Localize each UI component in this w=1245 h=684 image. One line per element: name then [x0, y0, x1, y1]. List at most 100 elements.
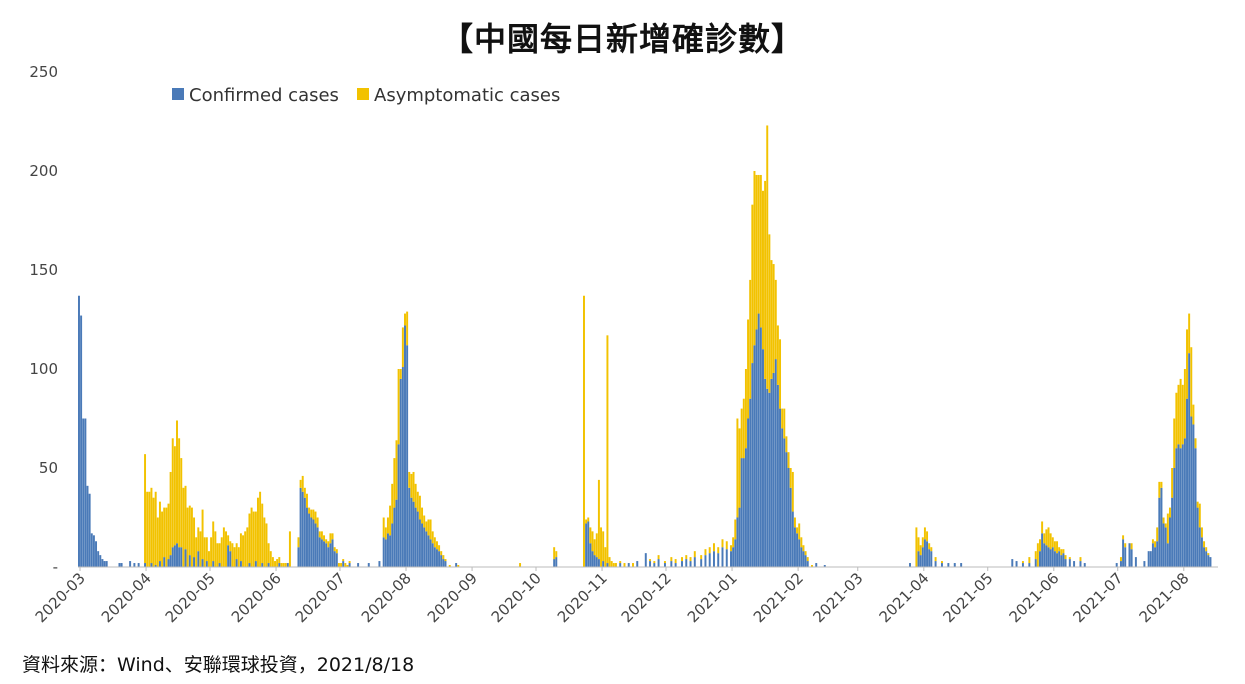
- bar-asymptomatic: [344, 563, 347, 567]
- y-tick-label: 250: [29, 63, 58, 81]
- bar-asymptomatic: [1041, 521, 1044, 534]
- bar-confirmed: [425, 531, 428, 567]
- bar-confirmed: [129, 561, 132, 567]
- bar-confirmed: [120, 563, 123, 567]
- bar-confirmed: [747, 418, 750, 567]
- bar-confirmed: [953, 563, 956, 567]
- x-tick-label: 2020-07: [292, 569, 349, 626]
- bar-confirmed: [909, 563, 911, 567]
- bar-asymptomatic: [1058, 547, 1061, 552]
- bar-confirmed: [323, 541, 326, 567]
- bar-confirmed: [789, 487, 792, 567]
- bar-confirmed: [184, 549, 187, 567]
- bar-asymptomatic: [152, 497, 155, 567]
- bar-confirmed: [1158, 497, 1161, 567]
- bar-asymptomatic: [1039, 539, 1041, 552]
- bar-asymptomatic: [744, 369, 747, 449]
- y-tick-label: 150: [29, 261, 58, 279]
- bar-confirmed: [427, 535, 430, 567]
- bar-confirmed: [919, 555, 922, 567]
- bar-asymptomatic: [169, 471, 172, 556]
- bar-asymptomatic: [721, 539, 724, 548]
- bar-asymptomatic: [433, 537, 436, 548]
- bar-confirmed: [940, 563, 943, 567]
- bar-asymptomatic: [1028, 557, 1031, 564]
- legend: Confirmed cases Asymptomatic cases: [172, 85, 560, 106]
- bar-asymptomatic: [269, 551, 272, 567]
- bar-confirmed: [1143, 561, 1146, 567]
- bar-confirmed: [171, 547, 174, 567]
- bar-confirmed: [1203, 547, 1206, 567]
- bar-confirmed: [158, 561, 161, 567]
- x-tick-label: 2020-04: [98, 569, 155, 626]
- bar-asymptomatic: [1124, 543, 1127, 548]
- bar-confirmed: [239, 561, 242, 567]
- bar-confirmed: [169, 555, 172, 567]
- bar-asymptomatic: [1200, 527, 1203, 538]
- bar-asymptomatic: [725, 541, 728, 550]
- bar-asymptomatic: [186, 507, 189, 567]
- bar-confirmed: [1119, 561, 1122, 567]
- bar-confirmed: [725, 549, 728, 567]
- bar-asymptomatic: [457, 565, 460, 567]
- bar-confirmed: [1134, 557, 1137, 567]
- bar-confirmed: [318, 537, 321, 567]
- bar-asymptomatic: [397, 369, 400, 445]
- bar-confirmed: [342, 561, 345, 567]
- bar-confirmed: [674, 563, 677, 567]
- bar-confirmed: [923, 539, 926, 567]
- bar-asymptomatic: [1053, 541, 1056, 552]
- bar-asymptomatic: [734, 519, 737, 540]
- bar-asymptomatic: [800, 537, 803, 548]
- bar-asymptomatic: [751, 204, 754, 364]
- x-tick-label: 2021-03: [810, 569, 867, 626]
- bar-asymptomatic: [421, 507, 424, 524]
- source-note: 資料來源：Wind、安聯環球投資，2021/8/18: [22, 654, 415, 676]
- bar-confirmed: [960, 563, 963, 567]
- bar-confirmed: [1128, 543, 1131, 567]
- bar-confirmed: [597, 559, 600, 567]
- bar-confirmed: [947, 563, 950, 567]
- bar-asymptomatic: [811, 565, 813, 567]
- bar-confirmed: [934, 561, 937, 567]
- bar-asymptomatic: [1203, 541, 1206, 548]
- bar-confirmed: [1083, 563, 1086, 567]
- bar-asymptomatic: [747, 319, 750, 419]
- bar-confirmed: [926, 541, 929, 567]
- bar-asymptomatic: [427, 519, 430, 536]
- bar-confirmed: [742, 458, 745, 567]
- bar-asymptomatic: [391, 483, 394, 524]
- bar-confirmed: [917, 551, 920, 567]
- bar-asymptomatic: [1130, 543, 1133, 550]
- bar-asymptomatic: [1036, 543, 1039, 567]
- bar-confirmed: [335, 553, 338, 567]
- bar-asymptomatic: [614, 563, 617, 567]
- bar-confirmed: [86, 485, 89, 567]
- bar-asymptomatic: [280, 563, 283, 567]
- bar-confirmed: [1049, 549, 1052, 567]
- bar-asymptomatic: [738, 428, 741, 508]
- bar-confirmed: [802, 551, 805, 567]
- bar-asymptomatic: [340, 563, 343, 567]
- bar-asymptomatic: [254, 511, 257, 562]
- bar-confirmed: [1181, 444, 1184, 567]
- bar-asymptomatic: [242, 535, 245, 567]
- bar-asymptomatic: [335, 549, 338, 554]
- bar-confirmed: [92, 535, 95, 567]
- bar-asymptomatic: [163, 507, 166, 558]
- bar-confirmed: [378, 561, 381, 567]
- bar-confirmed: [212, 561, 215, 567]
- bar-asymptomatic: [267, 543, 270, 564]
- bar-confirmed: [80, 315, 83, 567]
- bar-asymptomatic: [156, 517, 159, 567]
- bar-asymptomatic: [393, 458, 396, 508]
- bar-confirmed: [1047, 547, 1050, 567]
- bar-confirmed: [700, 559, 703, 567]
- bar-asymptomatic: [274, 561, 276, 567]
- bar-asymptomatic: [1051, 537, 1054, 548]
- bar-asymptomatic: [225, 531, 227, 567]
- bar-asymptomatic: [1060, 549, 1063, 556]
- bar-confirmed: [1186, 398, 1188, 567]
- bar-asymptomatic: [1079, 557, 1082, 562]
- bar-asymptomatic: [1207, 553, 1210, 556]
